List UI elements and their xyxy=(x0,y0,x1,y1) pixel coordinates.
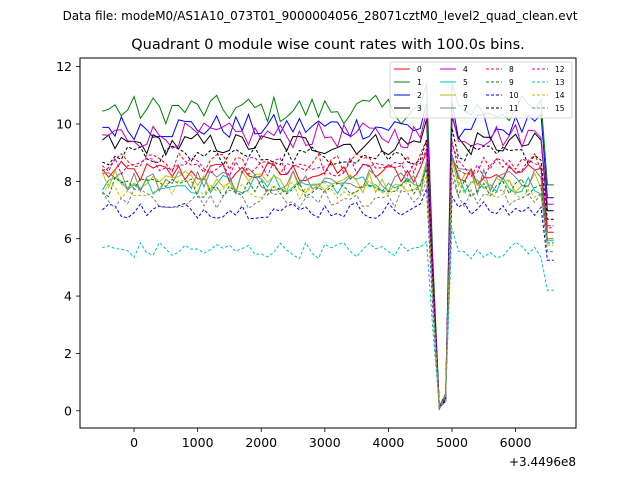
legend-label-2: 2 xyxy=(417,91,422,100)
series-line-8 xyxy=(102,139,554,408)
x-tick-label: 2000 xyxy=(245,435,277,450)
x-tick-label: 1000 xyxy=(182,435,214,450)
x-tick-label: 0 xyxy=(130,435,138,450)
y-tick-label: 4 xyxy=(64,289,72,304)
x-offset-label: +3.4496e8 xyxy=(509,455,576,469)
y-tick-label: 2 xyxy=(64,346,72,361)
legend-label-15: 15 xyxy=(555,104,565,113)
series-line-14 xyxy=(101,162,554,407)
legend-label-0: 0 xyxy=(417,65,422,74)
legend-label-14: 14 xyxy=(555,91,565,100)
legend-label-9: 9 xyxy=(509,78,514,87)
legend-label-12: 12 xyxy=(555,65,565,74)
series-layer xyxy=(101,83,554,411)
x-tick-label: 4000 xyxy=(373,435,405,450)
legend-label-7: 7 xyxy=(463,104,468,113)
legend-label-10: 10 xyxy=(509,91,519,100)
legend-box xyxy=(389,61,573,119)
series-line-7 xyxy=(102,157,554,408)
y-axis: 0 2 4 6 8 10 12 xyxy=(56,59,80,418)
legend-label-11: 11 xyxy=(509,104,519,113)
legend-label-13: 13 xyxy=(555,78,565,87)
x-tick-label: 6000 xyxy=(500,435,532,450)
legend-label-1: 1 xyxy=(417,78,422,87)
x-tick-label: 3000 xyxy=(309,435,341,450)
legend-label-6: 6 xyxy=(463,91,468,100)
series-line-0 xyxy=(101,151,554,408)
series-line-12 xyxy=(101,144,554,409)
series-line-15 xyxy=(101,178,554,410)
y-tick-label: 6 xyxy=(64,231,72,246)
x-axis: 0 1000 2000 3000 4000 5000 6000 xyxy=(130,428,532,450)
plot-frame xyxy=(79,57,577,429)
legend-label-4: 4 xyxy=(463,65,468,74)
legend-label-3: 3 xyxy=(417,104,422,113)
y-tick-label: 0 xyxy=(64,403,72,418)
legend-label-5: 5 xyxy=(463,78,468,87)
figure-suptitle: Data file: modeM0/AS1A10_073T01_90000040… xyxy=(63,9,578,23)
x-tick-label: 5000 xyxy=(436,435,468,450)
chart-title: Quadrant 0 module wise count rates with … xyxy=(131,37,525,53)
series-line-5 xyxy=(101,154,554,410)
legend-label-8: 8 xyxy=(509,65,514,74)
y-tick-label: 10 xyxy=(56,116,72,131)
series-line-10 xyxy=(101,188,554,410)
series-line-13 xyxy=(102,227,554,408)
y-tick-label: 12 xyxy=(56,59,72,74)
y-tick-label: 8 xyxy=(64,174,72,189)
series-line-3 xyxy=(101,116,554,408)
series-line-11 xyxy=(102,127,554,407)
series-line-4 xyxy=(102,111,554,411)
plot-area xyxy=(80,58,576,428)
